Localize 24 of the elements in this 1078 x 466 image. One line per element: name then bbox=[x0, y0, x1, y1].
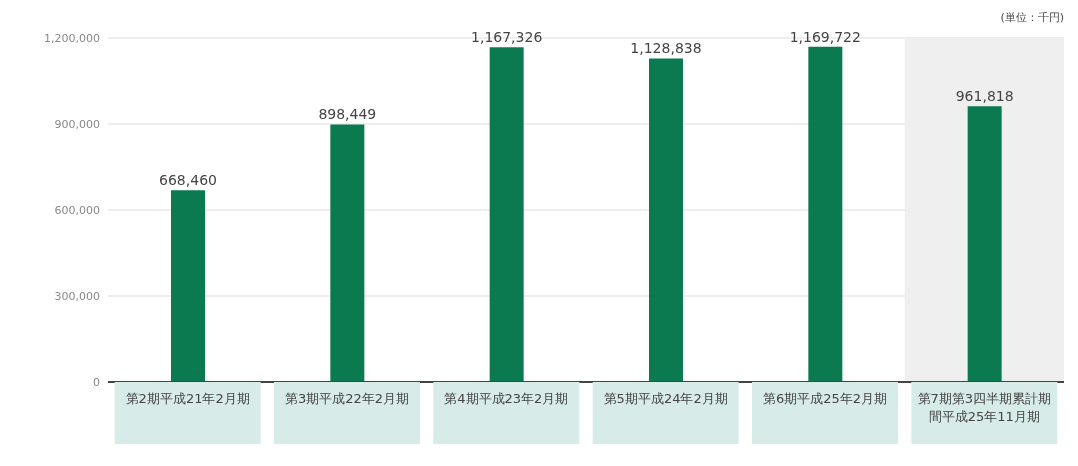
bar bbox=[489, 47, 524, 382]
bar bbox=[649, 58, 683, 382]
data-label: 1,128,838 bbox=[630, 40, 702, 57]
bar bbox=[967, 106, 1002, 382]
x-tick-label: 第4期平成23年2月期 bbox=[443, 390, 570, 408]
y-tick-label: 1,200,000 bbox=[44, 31, 100, 45]
x-tick-label: 第3期平成22年2月期 bbox=[283, 390, 411, 408]
x-tick-label: 第5期平成24年2月期 bbox=[602, 390, 729, 408]
x-tick-label: 第7期第3四半期累計期間平成25年11月期 bbox=[916, 390, 1053, 426]
data-label: 898,449 bbox=[318, 106, 377, 123]
y-tick-label: 600,000 bbox=[54, 203, 100, 217]
bar bbox=[171, 190, 205, 382]
y-tick-label: 0 bbox=[93, 375, 100, 389]
data-label: 1,167,326 bbox=[471, 29, 543, 46]
text: (単位：千円) bbox=[1000, 11, 1064, 24]
data-label: 961,818 bbox=[955, 88, 1014, 105]
data-label: 1,169,722 bbox=[789, 28, 861, 45]
x-tick-label: 第6期平成25年2月期 bbox=[761, 390, 889, 408]
x-tick-label: 第2期平成21年2月期 bbox=[124, 390, 251, 408]
bar bbox=[808, 46, 843, 382]
bar bbox=[330, 124, 365, 382]
data-label: 668,460 bbox=[159, 172, 217, 189]
y-tick-label: 900,000 bbox=[54, 117, 100, 131]
y-tick-label: 300,000 bbox=[54, 289, 100, 303]
